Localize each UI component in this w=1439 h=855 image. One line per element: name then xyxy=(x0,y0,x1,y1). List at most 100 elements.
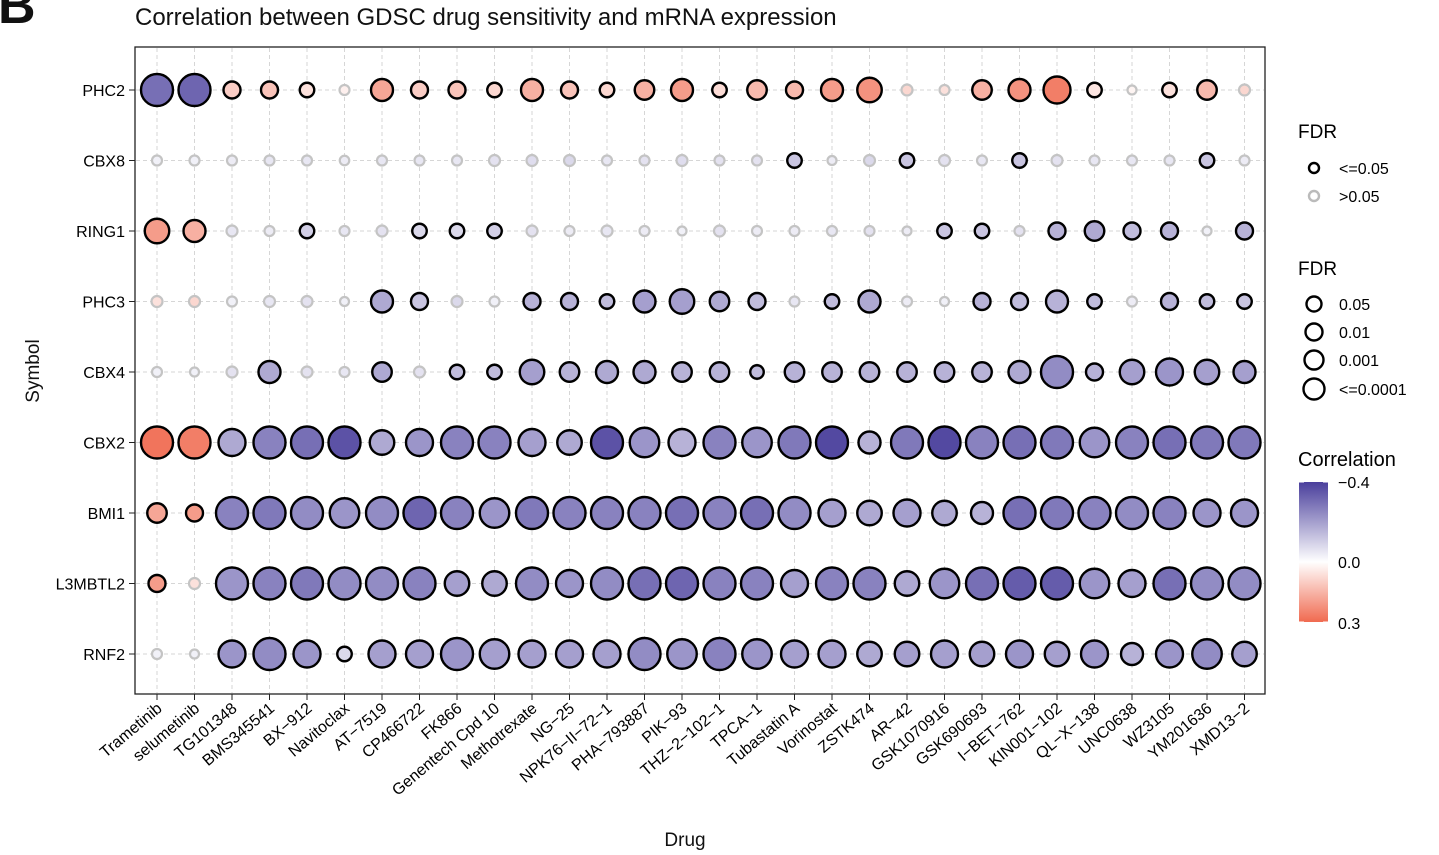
dot-BMI1-1 xyxy=(184,503,205,523)
y-tick-label: PHC2 xyxy=(82,83,125,100)
dot-CBX4-7 xyxy=(412,365,427,379)
dot-L3MBTL2-23 xyxy=(1002,566,1037,601)
dot-L3MBTL2-28 xyxy=(1189,566,1225,601)
dot-CBX4-15 xyxy=(708,361,731,383)
dot-CBX2-3 xyxy=(252,425,287,460)
dot-PHC3-14 xyxy=(668,288,696,315)
dot-PHC2-7 xyxy=(409,80,430,100)
dot-CBX4-18 xyxy=(821,361,843,383)
dot-PHC2-10 xyxy=(519,77,545,103)
dot-CBX4-6 xyxy=(371,361,393,383)
dot-CBX2-27 xyxy=(1152,425,1187,460)
dot-PHC3-8 xyxy=(450,294,464,309)
corr-tick-low: −0.4 xyxy=(1338,475,1370,492)
y-tick-labels: PHC2 CBX8 RING1 PHC3 CBX4 CBX2 BMI1 L3MBTL2 RNF2 xyxy=(56,83,125,664)
dot-PHC2-12 xyxy=(598,81,616,99)
dot-RING1-21 xyxy=(936,222,953,240)
dot-RNF2-18 xyxy=(817,639,847,669)
dot-PHC2-3 xyxy=(259,80,280,100)
dot-RNF2-16 xyxy=(741,638,773,670)
dot-CBX2-7 xyxy=(404,427,435,458)
dot-CBX8-8 xyxy=(450,154,464,167)
dot-PHC2-23 xyxy=(1007,77,1032,103)
dot-PHC2-18 xyxy=(819,77,845,103)
dot-CBX4-29 xyxy=(1232,359,1257,385)
dot-CBX2-6 xyxy=(368,429,396,456)
dot-PHC2-16 xyxy=(746,79,768,101)
dot-PHC3-9 xyxy=(488,295,501,308)
dot-PHC3-17 xyxy=(788,295,801,308)
dot-CBX4-28 xyxy=(1193,358,1221,386)
panel-letter: B xyxy=(0,0,36,35)
dot-L3MBTL2-8 xyxy=(443,570,471,597)
dot-RING1-9 xyxy=(486,222,503,240)
dot-BMI1-22 xyxy=(969,500,995,526)
dot-PHC2-17 xyxy=(784,80,805,100)
dot-CBX4-27 xyxy=(1154,357,1185,387)
dot-CBX4-2 xyxy=(225,365,239,379)
dot-CBX8-18 xyxy=(826,154,838,167)
dot-BMI1-28 xyxy=(1192,498,1222,528)
dot-L3MBTL2-5 xyxy=(327,566,362,601)
dot-CBX2-25 xyxy=(1078,426,1111,459)
dot-PHC2-2 xyxy=(222,80,242,100)
y-tick-label: PHC3 xyxy=(82,295,125,312)
dot-RNF2-21 xyxy=(929,639,960,669)
dot-PHC3-11 xyxy=(559,291,580,312)
y-tick-label: L3MBTL2 xyxy=(56,577,125,594)
dot-RNF2-12 xyxy=(592,639,622,669)
dot-CBX4-3 xyxy=(257,359,282,385)
dot-PHC3-21 xyxy=(938,295,951,308)
dot-RING1-14 xyxy=(676,225,688,237)
dot-CBX4-10 xyxy=(518,358,546,386)
dot-L3MBTL2-1 xyxy=(187,576,202,591)
dot-RING1-3 xyxy=(263,224,276,238)
dot-PHC3-7 xyxy=(409,291,430,312)
dot-PHC2-25 xyxy=(1086,81,1103,99)
legend-size-label-2: 0.001 xyxy=(1339,353,1379,370)
dot-PHC2-21 xyxy=(938,83,951,97)
dot-RNF2-27 xyxy=(1154,639,1185,669)
corr-tick-high: 0.3 xyxy=(1338,616,1360,633)
dot-BMI1-10 xyxy=(514,495,550,531)
dot-CBX8-23 xyxy=(1011,152,1028,169)
dot-RNF2-2 xyxy=(217,639,247,669)
dot-PHC3-12 xyxy=(598,293,616,310)
legend-nonsig-swatch xyxy=(1307,189,1321,203)
dot-L3MBTL2-13 xyxy=(627,566,662,601)
dot-CBX2-29 xyxy=(1227,425,1262,460)
dot-RING1-25 xyxy=(1083,220,1106,242)
dot-CBX2-12 xyxy=(589,425,625,460)
legend-size-0.05 xyxy=(1305,295,1323,313)
dot-BMI1-27 xyxy=(1152,495,1187,531)
dot-CBX8-15 xyxy=(713,154,726,167)
dot-BMI1-3 xyxy=(252,495,287,531)
dot-RING1-17 xyxy=(788,224,801,238)
legend-nonsig-label: >0.05 xyxy=(1339,189,1380,206)
dot-PHC3-23 xyxy=(1009,291,1030,312)
dot-RING1-1 xyxy=(182,218,207,244)
dot-PHC3-25 xyxy=(1086,293,1103,310)
dot-RING1-0 xyxy=(143,217,171,245)
y-tick-label: CBX8 xyxy=(83,154,125,171)
dot-RNF2-24 xyxy=(1043,640,1071,668)
dot-CBX8-21 xyxy=(937,153,952,168)
dot-CBX2-15 xyxy=(702,425,737,460)
legend-size-0.001 xyxy=(1303,349,1325,371)
dot-RING1-12 xyxy=(600,224,614,238)
dot-BMI1-6 xyxy=(364,495,400,531)
dot-L3MBTL2-29 xyxy=(1227,566,1262,601)
dot-CBX2-8 xyxy=(439,425,475,460)
dot-CBX8-20 xyxy=(898,152,916,169)
dot-CBX8-11 xyxy=(562,153,577,168)
dot-CBX8-12 xyxy=(600,154,614,167)
dot-RING1-15 xyxy=(712,224,727,238)
dot-CBX8-27 xyxy=(1163,154,1176,167)
dot-PHC2-15 xyxy=(711,81,728,99)
dot-PHC3-15 xyxy=(708,290,731,313)
dot-BMI1-24 xyxy=(1039,495,1075,531)
dot-CBX4-14 xyxy=(671,361,693,383)
dot-RING1-23 xyxy=(1013,224,1026,238)
dot-L3MBTL2-27 xyxy=(1152,566,1187,601)
dot-RNF2-20 xyxy=(893,640,921,668)
